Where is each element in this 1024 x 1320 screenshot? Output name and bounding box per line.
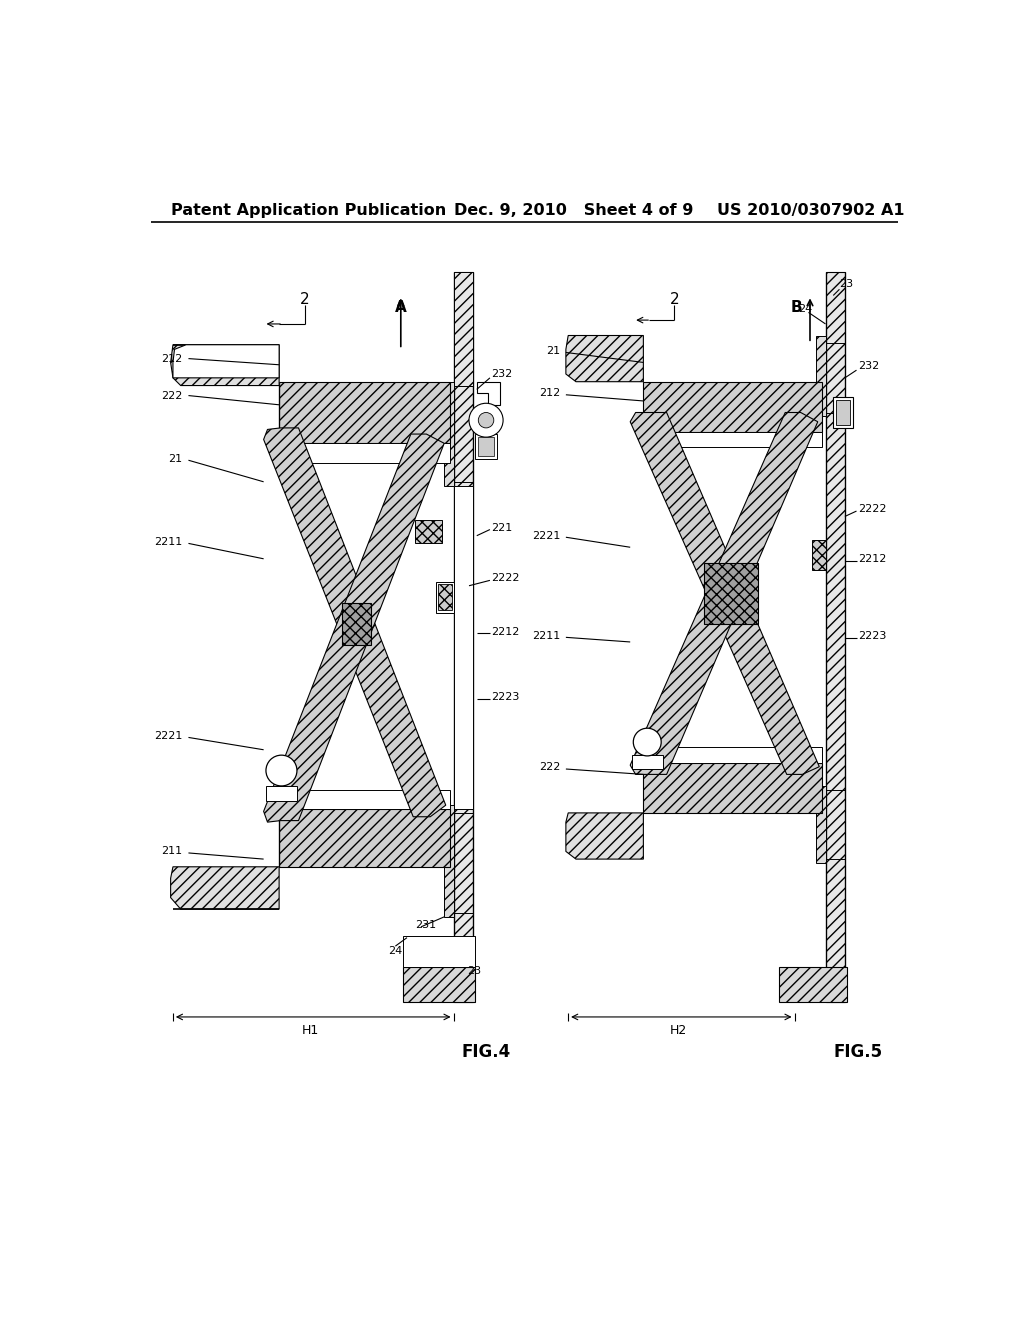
Polygon shape xyxy=(647,747,821,763)
Text: 2221: 2221 xyxy=(154,731,182,741)
Polygon shape xyxy=(280,381,450,444)
Text: 2223: 2223 xyxy=(490,693,519,702)
Polygon shape xyxy=(403,936,475,966)
Text: 2211: 2211 xyxy=(532,631,560,640)
Polygon shape xyxy=(171,345,280,385)
Polygon shape xyxy=(283,789,450,809)
Polygon shape xyxy=(812,540,825,570)
Text: 21: 21 xyxy=(168,454,182,463)
Polygon shape xyxy=(438,585,452,610)
Polygon shape xyxy=(825,272,845,1002)
Text: 222: 222 xyxy=(161,391,182,400)
Polygon shape xyxy=(415,520,442,544)
Polygon shape xyxy=(171,867,280,909)
Text: US 2010/0307902 A1: US 2010/0307902 A1 xyxy=(717,203,904,218)
Text: 2212: 2212 xyxy=(858,554,887,564)
Polygon shape xyxy=(647,432,821,447)
Polygon shape xyxy=(280,809,450,867)
Polygon shape xyxy=(630,412,819,775)
Text: 212: 212 xyxy=(540,388,560,399)
Polygon shape xyxy=(478,437,494,455)
Text: 2: 2 xyxy=(670,292,679,306)
Text: 232: 232 xyxy=(490,370,512,379)
Polygon shape xyxy=(475,434,497,459)
Text: 221: 221 xyxy=(490,523,512,533)
Polygon shape xyxy=(779,966,847,1002)
Polygon shape xyxy=(477,381,500,405)
Text: A: A xyxy=(395,300,407,314)
Polygon shape xyxy=(630,412,818,775)
Text: 2: 2 xyxy=(300,292,309,306)
Circle shape xyxy=(266,755,297,785)
Polygon shape xyxy=(643,763,821,813)
Polygon shape xyxy=(342,603,372,645)
Text: H1: H1 xyxy=(301,1023,318,1036)
Circle shape xyxy=(633,729,662,756)
Text: FIG.5: FIG.5 xyxy=(834,1043,883,1060)
Circle shape xyxy=(469,404,503,437)
Text: 24: 24 xyxy=(388,946,402,957)
Polygon shape xyxy=(566,335,643,381)
Text: 24: 24 xyxy=(799,304,813,314)
Text: 2211: 2211 xyxy=(154,537,182,546)
Text: 222: 222 xyxy=(539,762,560,772)
Polygon shape xyxy=(444,805,454,917)
Polygon shape xyxy=(816,785,825,863)
Polygon shape xyxy=(263,434,444,822)
Text: 232: 232 xyxy=(858,362,880,371)
Polygon shape xyxy=(266,785,297,801)
Text: 21: 21 xyxy=(547,346,560,356)
Text: Dec. 9, 2010   Sheet 4 of 9: Dec. 9, 2010 Sheet 4 of 9 xyxy=(454,203,693,218)
Polygon shape xyxy=(643,381,821,432)
Circle shape xyxy=(478,412,494,428)
Polygon shape xyxy=(283,444,450,462)
Polygon shape xyxy=(632,755,663,770)
Text: FIG.4: FIG.4 xyxy=(461,1043,511,1060)
Text: H2: H2 xyxy=(670,1023,687,1036)
Polygon shape xyxy=(454,486,473,809)
Text: 2212: 2212 xyxy=(490,627,519,638)
Polygon shape xyxy=(454,272,473,385)
Text: 2223: 2223 xyxy=(858,631,887,640)
Polygon shape xyxy=(566,813,643,859)
Text: 23: 23 xyxy=(467,966,481,975)
Polygon shape xyxy=(454,272,473,1002)
Text: 212: 212 xyxy=(161,354,182,363)
Text: 231: 231 xyxy=(415,920,436,929)
Text: 2221: 2221 xyxy=(532,531,560,541)
Polygon shape xyxy=(403,966,475,1002)
Text: Patent Application Publication: Patent Application Publication xyxy=(171,203,445,218)
Polygon shape xyxy=(837,400,850,425)
Text: 211: 211 xyxy=(161,846,182,857)
Polygon shape xyxy=(263,428,445,817)
Polygon shape xyxy=(444,381,454,486)
Text: 23: 23 xyxy=(840,279,854,289)
Polygon shape xyxy=(436,582,454,612)
Text: 2222: 2222 xyxy=(490,573,519,583)
Polygon shape xyxy=(834,397,853,428)
Text: 2222: 2222 xyxy=(858,504,887,513)
Text: B: B xyxy=(791,300,802,314)
Polygon shape xyxy=(703,562,758,624)
Polygon shape xyxy=(816,335,825,416)
Polygon shape xyxy=(173,345,280,378)
